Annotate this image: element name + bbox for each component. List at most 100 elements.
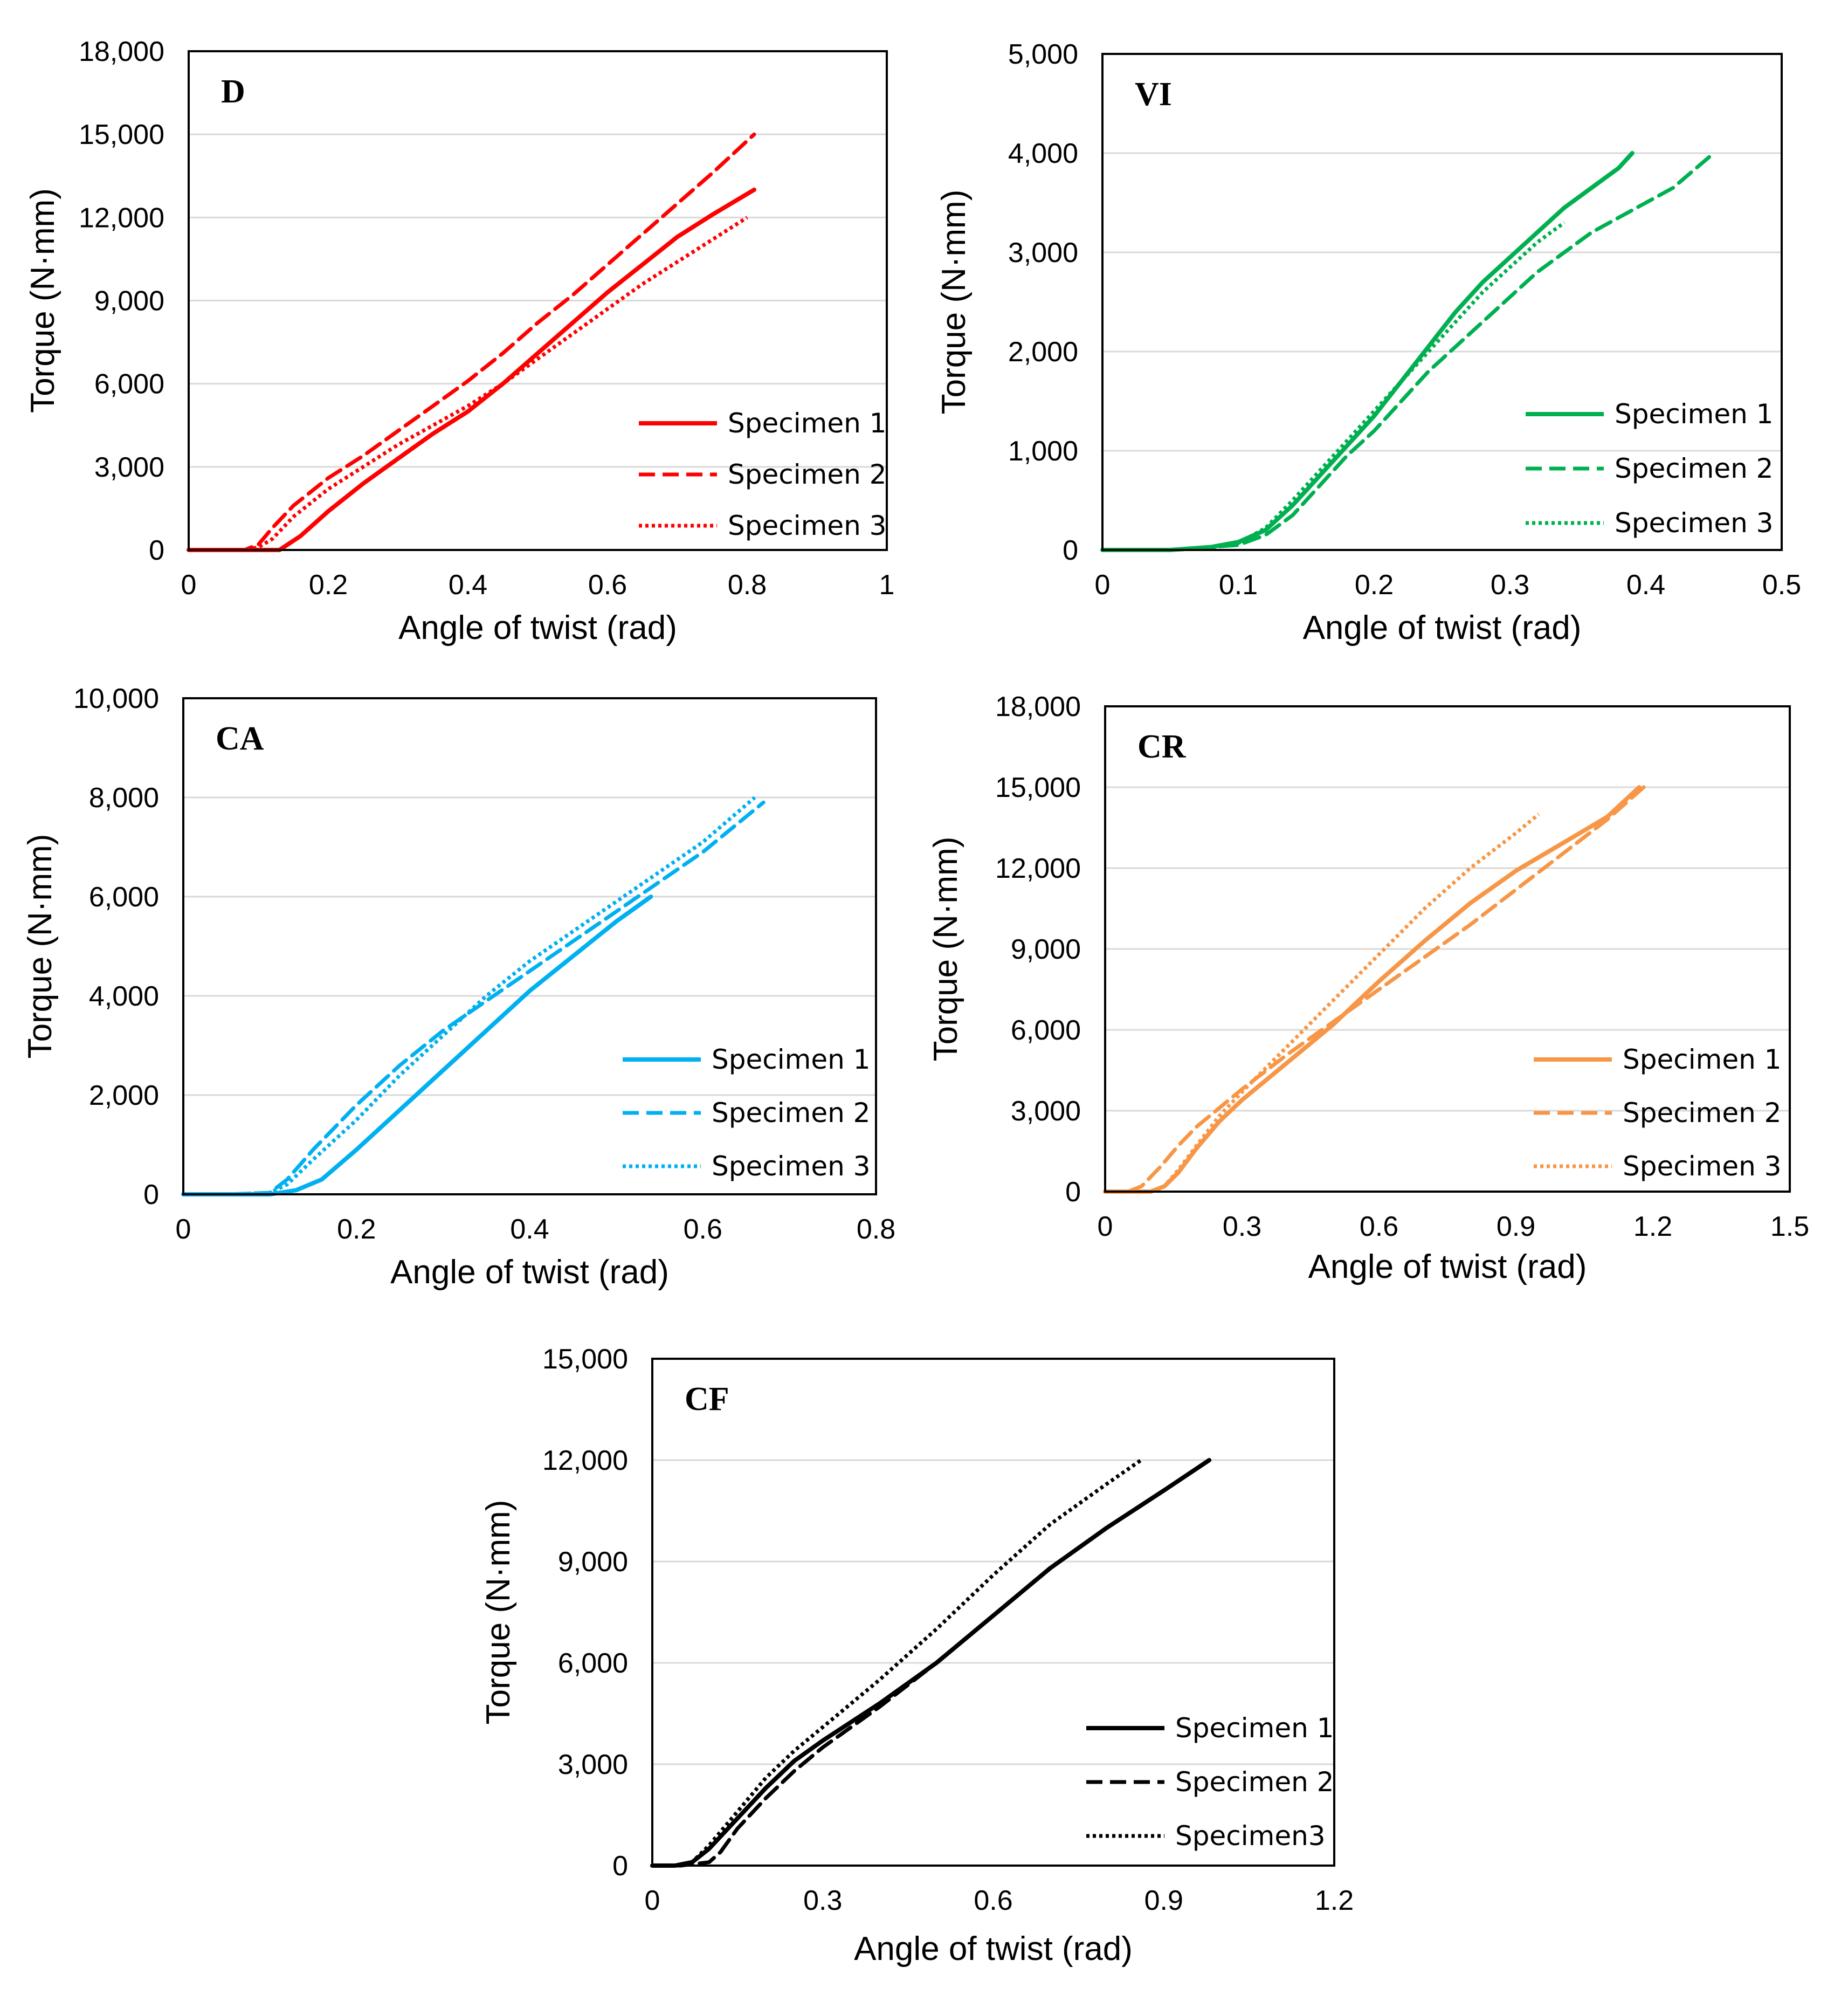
x-axis-title: Angle of twist (rad) xyxy=(1303,609,1582,646)
y-tick-label: 18,000 xyxy=(995,691,1081,723)
y-axis-title: Torque (N·mm) xyxy=(22,834,59,1059)
legend-label: Specimen 2 xyxy=(712,1097,870,1129)
x-tick-label: 1 xyxy=(879,569,895,601)
legend-label: Specimen 1 xyxy=(712,1044,870,1075)
panel-label: CF xyxy=(685,1381,729,1418)
chart-panel-cf: 0 3,000 6,000 9,000 12,000 15,000 0 0.3 0.6 0.9 1.… xyxy=(480,1344,1354,1968)
x-tick-label: 0 xyxy=(181,569,197,601)
x-tick-label: 0.1 xyxy=(1219,569,1258,601)
plot-frame xyxy=(188,50,888,551)
x-tick-label: 0.6 xyxy=(974,1885,1012,1916)
y-tick-label: 0 xyxy=(149,535,164,566)
legend-label: Specimen 2 xyxy=(1175,1766,1334,1798)
x-tick-label: 0.8 xyxy=(728,569,767,601)
x-tick-label: 0.5 xyxy=(1762,569,1801,601)
y-tick-label: 8,000 xyxy=(89,782,159,814)
x-tick-label: 0.8 xyxy=(857,1214,895,1245)
y-axis-title: Torque (N·mm) xyxy=(24,188,61,413)
x-tick-label: 0 xyxy=(1095,569,1111,601)
series-line-2 xyxy=(187,132,756,552)
x-tick-label: 0.3 xyxy=(803,1885,842,1916)
y-tick-label: 1,000 xyxy=(1008,436,1078,467)
legend-label: Specimen 3 xyxy=(728,510,886,541)
y-tick-label: 4,000 xyxy=(89,981,159,1012)
x-tick-label: 1.2 xyxy=(1315,1885,1354,1916)
panel-label: CR xyxy=(1137,728,1187,765)
series-line-1 xyxy=(1103,785,1642,1194)
y-tick-label: 4,000 xyxy=(1008,138,1078,169)
y-tick-label: 12,000 xyxy=(542,1445,628,1476)
x-tick-label: 0.9 xyxy=(1144,1885,1183,1916)
x-tick-label: 0.4 xyxy=(1626,569,1665,601)
x-tick-label: 0.2 xyxy=(1355,569,1394,601)
x-tick-label: 1.2 xyxy=(1633,1211,1672,1242)
legend-label: Specimen 2 xyxy=(728,459,886,490)
y-axis-title: Torque (N·mm) xyxy=(935,190,973,415)
legend: Specimen 1 Specimen 2 Specimen 3 xyxy=(639,408,886,541)
x-tick-label: 0 xyxy=(645,1885,660,1916)
legend-label: Specimen3 xyxy=(1175,1820,1326,1852)
y-tick-label: 9,000 xyxy=(558,1546,628,1578)
y-tick-label: 9,000 xyxy=(1011,934,1081,965)
y-tick-label: 12,000 xyxy=(995,853,1081,884)
y-tick-label: 6,000 xyxy=(94,369,164,400)
panel-label: CA xyxy=(216,720,264,757)
y-tick-label: 0 xyxy=(612,1850,628,1882)
y-axis-title: Torque (N·mm) xyxy=(927,837,964,1062)
x-tick-label: 0.2 xyxy=(309,569,348,601)
y-tick-label: 6,000 xyxy=(1011,1015,1081,1046)
panel-label: VI xyxy=(1135,76,1172,113)
plot-frame xyxy=(651,1358,1335,1867)
x-axis-title: Angle of twist (rad) xyxy=(398,609,677,646)
legend-label: Specimen 2 xyxy=(1623,1097,1781,1129)
legend-label: Specimen 1 xyxy=(1615,398,1773,430)
x-axis-title: Angle of twist (rad) xyxy=(1308,1248,1587,1285)
series-line-2 xyxy=(181,800,766,1196)
y-tick-label: 12,000 xyxy=(79,202,164,233)
x-tick-label: 0.9 xyxy=(1497,1211,1535,1242)
y-tick-label: 0 xyxy=(1063,535,1078,566)
x-axis-title: Angle of twist (rad) xyxy=(854,1930,1133,1968)
y-tick-label: 15,000 xyxy=(79,119,164,150)
legend-label: Specimen 1 xyxy=(1623,1044,1781,1075)
y-tick-label: 3,000 xyxy=(1011,1096,1081,1127)
x-tick-label: 0.4 xyxy=(449,569,487,601)
plot-frame xyxy=(182,697,877,1195)
x-tick-label: 0.3 xyxy=(1223,1211,1261,1242)
legend-label: Specimen 3 xyxy=(712,1151,870,1182)
series-line-3 xyxy=(652,1459,1142,1868)
series-line-3 xyxy=(1105,813,1540,1194)
panel-label: D xyxy=(221,73,245,110)
y-tick-label: 3,000 xyxy=(1008,237,1078,269)
x-tick-label: 0.6 xyxy=(684,1214,722,1245)
x-tick-label: 0 xyxy=(176,1214,191,1245)
x-tick-label: 0.2 xyxy=(337,1214,376,1245)
series-line-2 xyxy=(1100,151,1716,552)
y-tick-label: 2,000 xyxy=(89,1080,159,1111)
y-axis-title: Torque (N·mm) xyxy=(480,1500,517,1725)
x-tick-label: 0.4 xyxy=(510,1214,549,1245)
legend-label: Specimen 2 xyxy=(1615,453,1773,484)
legend: Specimen 1 Specimen 2 Specimen 3 xyxy=(1534,1044,1781,1182)
x-axis-title: Angle of twist (rad) xyxy=(390,1254,669,1291)
y-tick-label: 9,000 xyxy=(94,286,164,317)
legend: Specimen 1 Specimen 2 Specimen 3 xyxy=(623,1044,870,1182)
chart-panel-d: 0 3,000 6,000 9,000 12,000 15,000 18,000 0 0.2 0.… xyxy=(24,36,894,646)
plot-frame xyxy=(1101,53,1783,551)
chart-panel-cr: 0 3,000 6,000 9,000 12,000 15,000 18,000 0 0.3 0.… xyxy=(927,691,1809,1285)
x-tick-label: 0 xyxy=(1098,1211,1113,1242)
x-tick-label: 1.5 xyxy=(1770,1211,1809,1242)
chart-panel-ca: 0 2,000 4,000 6,000 8,000 10,000 0 0.2 0.4 0.6 0.8… xyxy=(22,683,895,1291)
chart-panel-vi: 0 1,000 2,000 3,000 4,000 5,000 0 0.1 0.2 0.3 0.4 0… xyxy=(935,39,1801,646)
series-line-2 xyxy=(650,1458,1211,1868)
legend-label: Specimen 3 xyxy=(1623,1151,1781,1182)
series-line-1 xyxy=(181,895,653,1196)
plot-frame xyxy=(1104,705,1791,1193)
y-tick-label: 15,000 xyxy=(542,1344,628,1375)
y-tick-label: 0 xyxy=(1065,1177,1081,1208)
series-line-2 xyxy=(1103,785,1646,1194)
series-line-1 xyxy=(187,187,756,552)
series-line-3 xyxy=(1102,221,1566,552)
y-tick-label: 6,000 xyxy=(89,882,159,913)
